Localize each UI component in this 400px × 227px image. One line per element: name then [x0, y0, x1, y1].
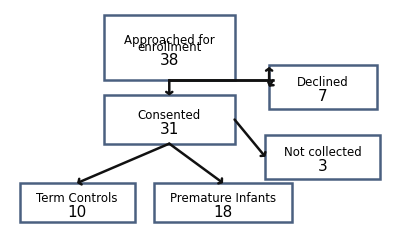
Text: 38: 38: [160, 53, 179, 68]
Text: 31: 31: [160, 121, 179, 136]
Text: Approached for: Approached for: [124, 33, 215, 46]
FancyBboxPatch shape: [154, 183, 292, 222]
Text: Term Controls: Term Controls: [36, 191, 118, 204]
Text: enrollment: enrollment: [137, 40, 202, 53]
FancyBboxPatch shape: [269, 66, 377, 109]
Text: Premature Infants: Premature Infants: [170, 191, 276, 204]
Text: 10: 10: [68, 204, 87, 219]
FancyBboxPatch shape: [104, 96, 234, 144]
Text: 18: 18: [214, 204, 233, 219]
FancyBboxPatch shape: [265, 135, 380, 179]
Text: Consented: Consented: [138, 108, 201, 121]
Text: 3: 3: [318, 158, 328, 173]
Text: Declined: Declined: [297, 75, 349, 88]
FancyBboxPatch shape: [20, 183, 135, 222]
FancyBboxPatch shape: [104, 15, 234, 81]
Text: 7: 7: [318, 89, 328, 104]
Text: Not collected: Not collected: [284, 145, 362, 158]
